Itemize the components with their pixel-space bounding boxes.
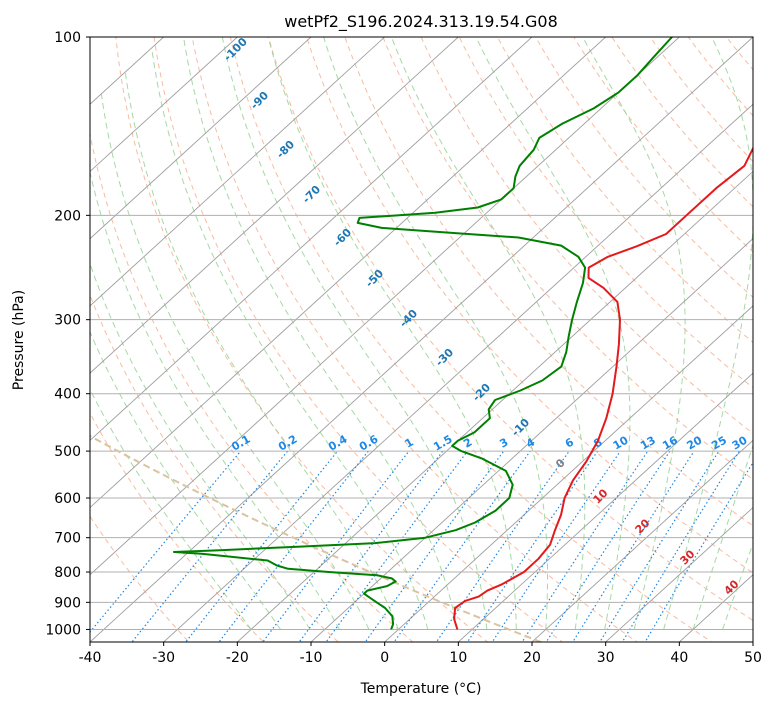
y-tick-label: 700 xyxy=(54,531,81,547)
skewed-isotherm-line xyxy=(90,37,386,307)
dry-adiabat-line xyxy=(268,37,753,622)
skewed-isotherm-line xyxy=(90,37,607,509)
skewed-isotherm-line xyxy=(90,37,312,240)
mixing-ratio-line xyxy=(644,461,753,642)
mixing-ratio-line xyxy=(364,450,505,642)
sounding-traces xyxy=(172,37,753,630)
temperature-line xyxy=(453,146,753,630)
dry-adiabat-line xyxy=(344,37,753,527)
moist-adiabat-line xyxy=(151,49,429,630)
skewed-isotherm-line xyxy=(236,170,753,642)
plot-frame xyxy=(89,36,754,643)
y-tick-label: 1000 xyxy=(45,622,81,638)
mixing-ratio-line xyxy=(521,450,649,642)
dry-adiabat-line xyxy=(153,37,564,642)
y-tick-label: 200 xyxy=(54,208,81,224)
dry-adiabat-line xyxy=(90,131,414,642)
reference-curve xyxy=(90,434,544,642)
skewed-isotherm-line xyxy=(162,103,753,642)
x-tick-label: 40 xyxy=(670,650,688,666)
x-tick-label: -30 xyxy=(152,650,175,666)
dry-adiabat-line xyxy=(191,37,638,642)
moist-adiabat-line xyxy=(267,37,517,630)
y-tick-label: 300 xyxy=(54,313,81,329)
y-tick-label: 800 xyxy=(54,565,81,581)
y-tick-label: 900 xyxy=(54,595,81,611)
moist-adiabat-line xyxy=(692,443,753,630)
y-tick-label: 600 xyxy=(54,491,81,507)
mixing-ratio-line xyxy=(435,450,570,642)
x-tick-label: -20 xyxy=(226,650,249,666)
mixing-ratio-line xyxy=(184,450,339,642)
skewed-isotherm-line xyxy=(90,37,533,441)
moist-adiabat-line xyxy=(221,37,488,630)
mixing-ratio-line xyxy=(218,450,369,642)
x-tick-label: -40 xyxy=(79,650,102,666)
x-tick-label: -10 xyxy=(300,650,323,666)
y-tick-label: 400 xyxy=(54,387,81,403)
y-tick-label: 100 xyxy=(54,30,81,46)
moist-adiabat-line xyxy=(90,388,252,630)
mixing-ratio-label: 36 xyxy=(750,433,770,452)
axis-ticks: -40 -30 -20 -10 0 10 20 30 40 50 100 200 300 400 500 60… xyxy=(45,30,762,666)
skewed-isotherm-line xyxy=(383,305,753,642)
x-tick-label: 50 xyxy=(744,650,762,666)
x-tick-label: 30 xyxy=(597,650,615,666)
moist-adiabat-line xyxy=(90,262,311,630)
moist-adiabat-line xyxy=(100,94,370,630)
x-tick-label: 20 xyxy=(523,650,541,666)
mixing-ratio-line xyxy=(491,450,621,642)
y-tick-label: 500 xyxy=(54,444,81,460)
skewed-isotherm-line xyxy=(90,37,239,173)
x-axis-label: Temperature (°C) xyxy=(360,681,482,697)
dry-adiabat-line xyxy=(90,515,190,642)
moist-adiabat-line xyxy=(663,37,753,630)
skewed-isotherm-line xyxy=(90,37,460,374)
x-tick-label: 0 xyxy=(380,650,389,666)
moist-adiabat-line xyxy=(323,37,548,630)
moist-adiabat-line xyxy=(582,37,686,630)
skewed-isotherm-line xyxy=(604,506,753,642)
skewed-isotherm-line xyxy=(90,37,681,576)
skewed-isotherm-line xyxy=(531,439,753,642)
chart-title: wetPf2_S196.2024.313.19.54.G08 xyxy=(284,12,558,32)
moist-adiabat-line xyxy=(475,37,631,630)
skewed-isotherm-line xyxy=(457,372,753,642)
moist-adiabat-line xyxy=(722,542,753,630)
skewed-isotherm-line xyxy=(310,238,753,642)
y-axis-label: Pressure (hPa) xyxy=(11,290,27,390)
mixing-ratio-line xyxy=(262,450,410,642)
dewpoint-line xyxy=(172,37,673,630)
dry-adiabat-line xyxy=(382,37,753,481)
skewed-isotherm-line xyxy=(90,37,753,642)
x-tick-label: 10 xyxy=(449,650,467,666)
mixing-ratio-line xyxy=(466,450,599,642)
moist-adiabat-line xyxy=(183,37,458,630)
mixing-ratio-line xyxy=(545,450,671,642)
moist-adiabat-line xyxy=(390,37,586,630)
dry-adiabat-line xyxy=(420,37,753,435)
moist-adiabat-line xyxy=(90,330,281,630)
mixing-ratio-line xyxy=(393,450,531,642)
